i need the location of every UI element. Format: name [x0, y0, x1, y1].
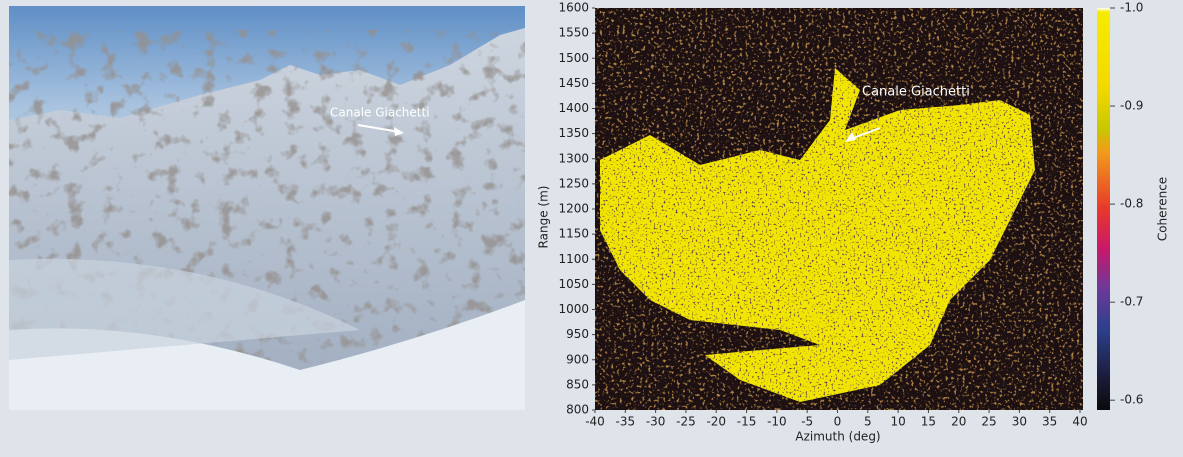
x-tick-label: 15 — [921, 415, 936, 429]
plot-annotation: Canale Giachetti — [862, 85, 970, 100]
y-tick-label: 1350 — [558, 126, 589, 140]
x-tick-label: 0 — [834, 415, 842, 429]
y-tick-label: 850 — [566, 377, 589, 391]
x-tick-label: 5 — [864, 415, 872, 429]
colorbar-tick-label: -0.9 — [1120, 99, 1143, 113]
x-tick-label: -40 — [585, 415, 605, 429]
x-tick-label: -20 — [706, 415, 726, 429]
x-tick-label: 25 — [981, 415, 996, 429]
x-tick-label: -10 — [767, 415, 787, 429]
y-tick-label: 1200 — [558, 202, 589, 216]
colorbar-tick-label: -0.8 — [1120, 197, 1143, 211]
y-tick-label: 1000 — [558, 302, 589, 316]
y-tick-label: 1100 — [558, 252, 589, 266]
y-tick-label: 1450 — [558, 76, 589, 90]
x-tick-label: -15 — [737, 415, 757, 429]
x-tick-label: 35 — [1042, 415, 1057, 429]
x-tick-label: -25 — [676, 415, 696, 429]
y-tick-label: 1050 — [558, 277, 589, 291]
x-tick-label: -35 — [616, 415, 636, 429]
colorbar-tick-label: -1.0 — [1120, 1, 1143, 15]
x-tick-label: 10 — [890, 415, 905, 429]
photo-annotation: Canale Giachetti — [330, 106, 430, 120]
y-tick-label: 900 — [566, 352, 589, 366]
y-tick-label: 1600 — [558, 1, 589, 15]
x-tick-label: 30 — [1012, 415, 1027, 429]
y-tick-label: 1550 — [558, 26, 589, 40]
y-tick-label: 1150 — [558, 227, 589, 241]
colorbar-tick-label: -0.6 — [1120, 393, 1143, 407]
x-tick-label: 20 — [951, 415, 966, 429]
y-tick-label: 1250 — [558, 176, 589, 190]
colorbar — [1097, 8, 1110, 410]
y-tick-label: 1500 — [558, 51, 589, 65]
y-tick-label: 1300 — [558, 151, 589, 165]
x-tick-label: 40 — [1072, 415, 1087, 429]
photo: Canale Giachetti — [9, 6, 525, 410]
colorbar-tick-label: -0.7 — [1120, 295, 1143, 309]
y-tick-label: 950 — [566, 327, 589, 341]
plot-image — [595, 8, 1083, 410]
y-tick-label: 1400 — [558, 101, 589, 115]
y-tick-label: 800 — [566, 403, 589, 417]
figure: Canale Giachetti Canale Giachetti Range … — [0, 0, 1183, 457]
x-axis-label: Azimuth (deg) — [795, 430, 880, 444]
colorbar-label: Coherence — [1156, 177, 1170, 241]
x-tick-label: -5 — [801, 415, 813, 429]
y-axis-label: Range (m) — [537, 186, 551, 249]
x-tick-label: -30 — [646, 415, 666, 429]
